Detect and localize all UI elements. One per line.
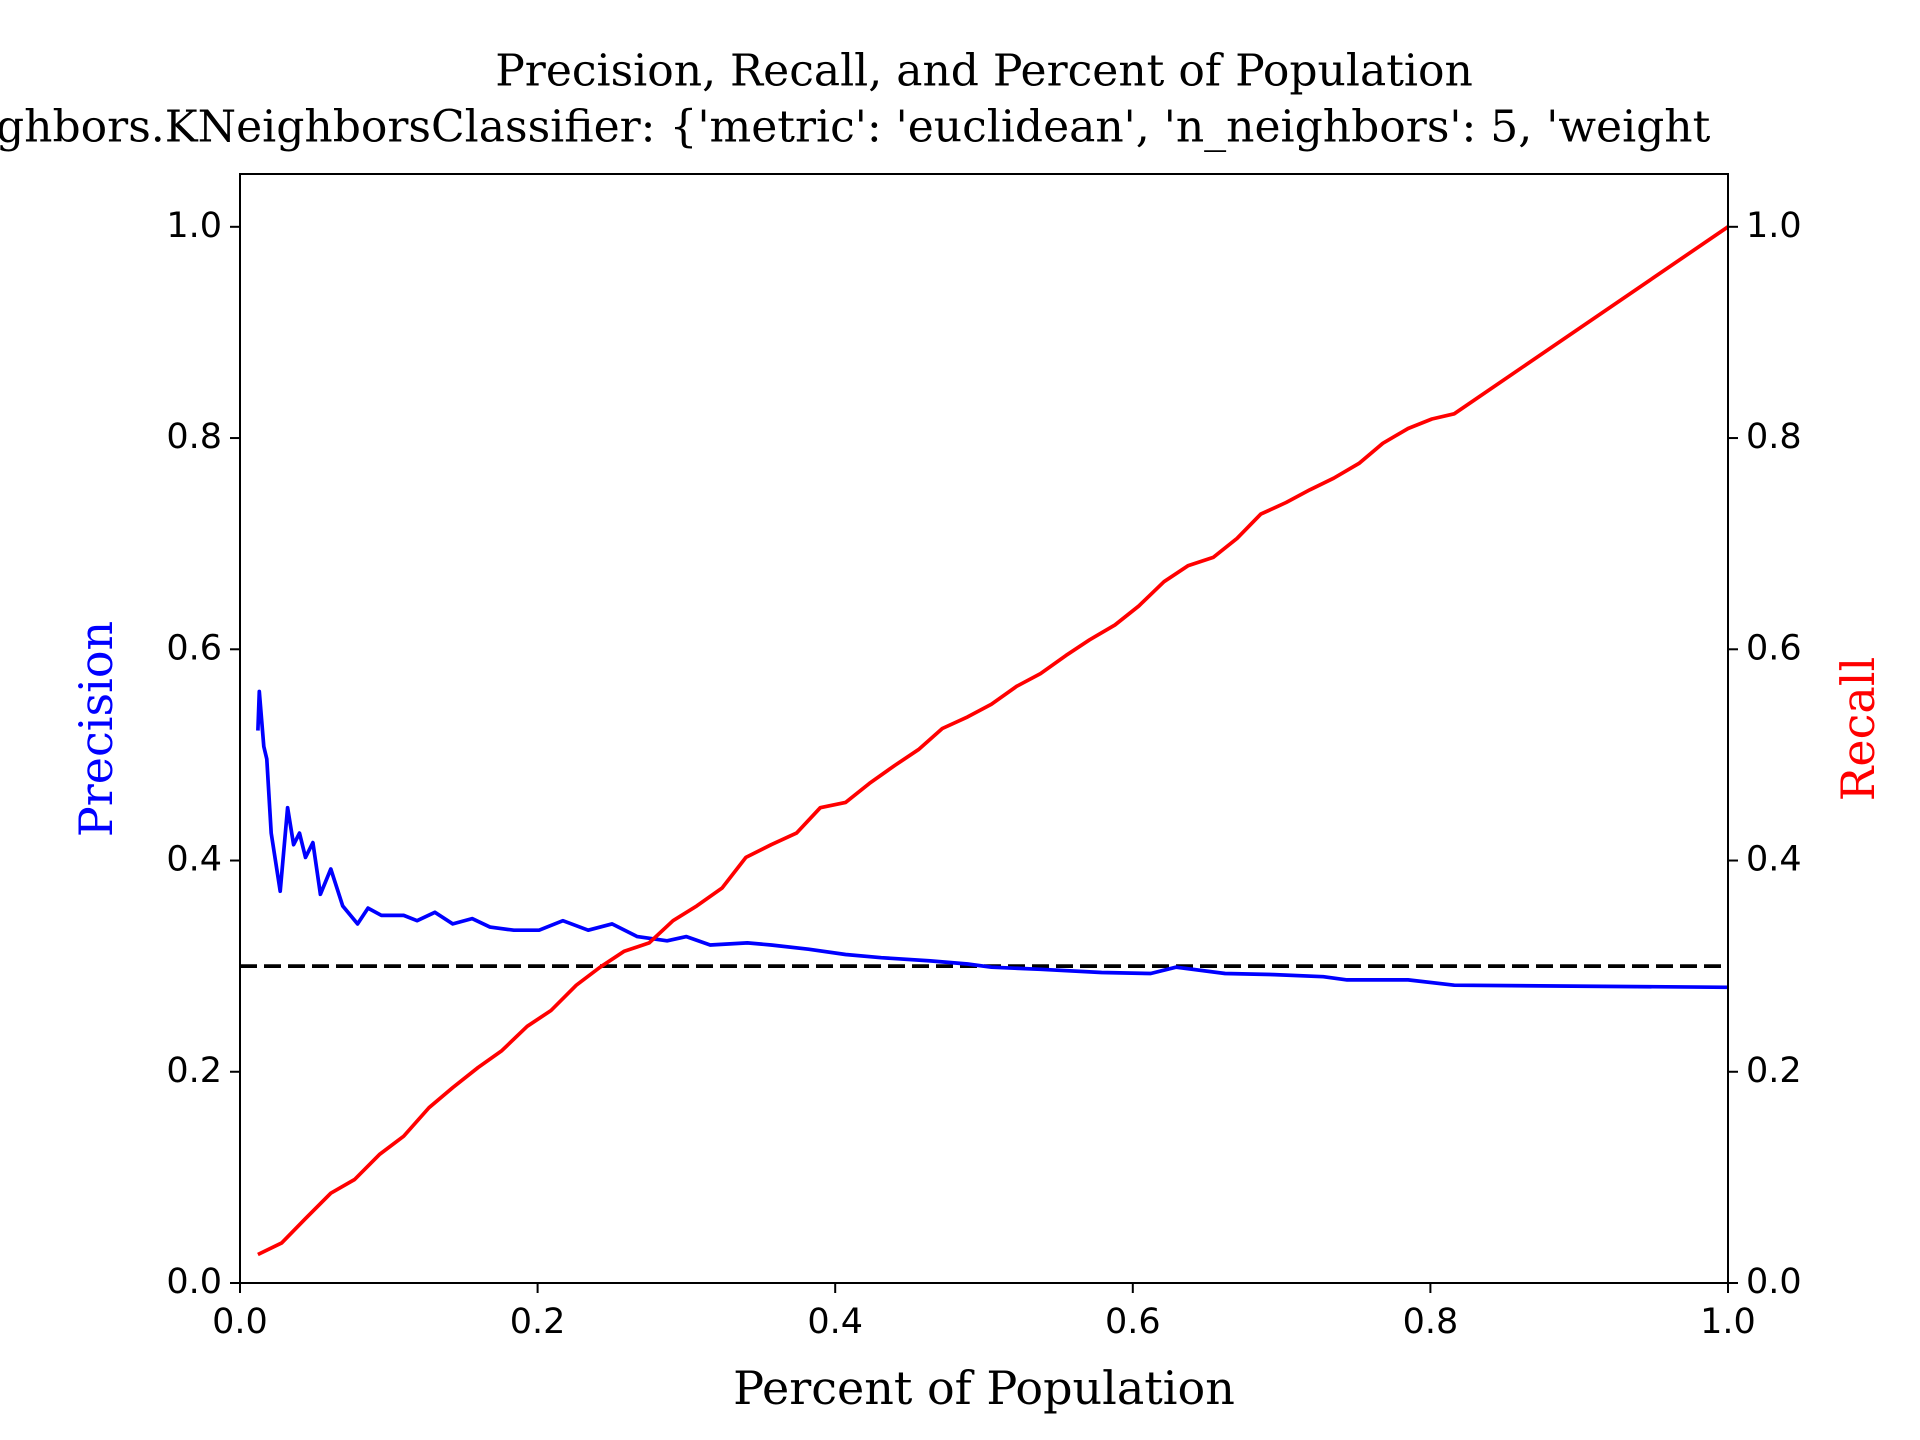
y2-tick-label: 0.2 [1746, 1051, 1802, 1091]
x-tick-label: 0.4 [807, 1302, 863, 1342]
y-tick-label: 0.8 [166, 417, 222, 457]
y2-tick-label: 0.6 [1746, 628, 1802, 668]
series-line [257, 225, 1730, 1257]
x-axis-label: Percent of Population [733, 1361, 1235, 1415]
chart-subtitle: ghbors.KNeighborsClassifier: {'metric': … [0, 102, 1711, 153]
series-line [256, 689, 1729, 990]
x-tick-label: 0.2 [510, 1302, 566, 1342]
y2-axis-label: Recall [1831, 657, 1885, 801]
y-tick-label: 1.0 [166, 206, 222, 246]
y2-tick-label: 0.8 [1746, 417, 1802, 457]
plot-frame [239, 173, 1729, 1284]
x-tick-label: 0.8 [1403, 1302, 1459, 1342]
x-tick-label: 1.0 [1700, 1302, 1756, 1342]
y2-tick-label: 0.0 [1746, 1262, 1802, 1302]
chart-title: Precision, Recall, and Percent of Popula… [495, 46, 1473, 97]
y-tick-label: 0.6 [166, 628, 222, 668]
y2-tick-label: 1.0 [1746, 206, 1802, 246]
y-tick-label: 0.4 [166, 840, 222, 880]
y2-tick-label: 0.4 [1746, 840, 1802, 880]
y-tick-label: 0.2 [166, 1051, 222, 1091]
x-tick-label: 0.0 [212, 1302, 268, 1342]
y-tick-label: 0.0 [166, 1262, 222, 1302]
x-tick-label: 0.6 [1105, 1302, 1161, 1342]
y-axis-label: Precision [69, 621, 123, 837]
